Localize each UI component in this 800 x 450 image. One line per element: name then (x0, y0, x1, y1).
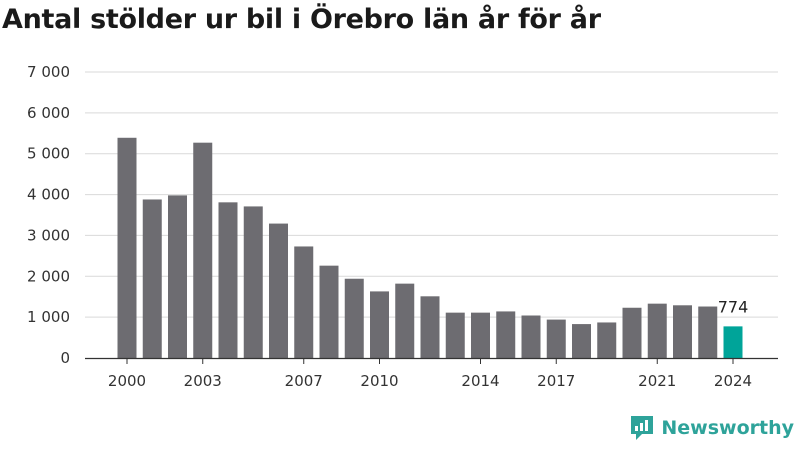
bar-2024 (723, 326, 743, 358)
bar-2014 (471, 312, 490, 358)
bar-2006 (269, 223, 288, 358)
x-tick-label: 2003 (184, 372, 222, 390)
bar-2002 (168, 195, 187, 358)
gridlines (85, 71, 778, 318)
bar-2012 (420, 296, 440, 358)
y-tick-label: 5 000 (27, 145, 70, 163)
newsworthy-logo-icon (631, 416, 654, 440)
bar-2013 (445, 312, 465, 358)
x-tick-label: 2000 (108, 372, 146, 390)
bar-2016 (521, 315, 541, 358)
x-tick-label: 2021 (638, 372, 676, 390)
x-tick-label: 2007 (285, 372, 323, 390)
bar-2015 (496, 311, 516, 358)
y-tick-label: 4 000 (27, 186, 70, 204)
bar-2010 (370, 291, 389, 358)
y-tick-label: 2 000 (27, 267, 70, 285)
bar-2001 (142, 199, 162, 358)
bar-2003 (193, 142, 213, 358)
bar-2005 (243, 206, 263, 358)
y-tick-label: 3 000 (27, 226, 70, 244)
brand-name: Newsworthy (661, 417, 794, 439)
bar-2000 (117, 137, 137, 358)
bar-2021 (647, 303, 667, 358)
bar-2022 (673, 305, 692, 358)
axes (85, 357, 778, 364)
tick-labels: 0 1 000 2 000 3 000 4 000 5 000 6 000 7 000 774 2… (27, 63, 752, 390)
bar-2019 (597, 322, 617, 358)
x-tick-label: 2024 (714, 372, 752, 390)
bar-2017 (546, 319, 566, 358)
bar-2023 (698, 306, 718, 358)
x-tick-label: 2010 (360, 372, 398, 390)
bar-2009 (344, 278, 364, 358)
bar-2011 (395, 283, 415, 358)
bar-2018 (572, 324, 591, 358)
bar-2004 (218, 202, 238, 358)
y-tick-label: 7 000 (27, 63, 70, 81)
y-tick-label: 6 000 (27, 104, 70, 122)
x-tick-label: 2017 (537, 372, 575, 390)
bars (117, 137, 743, 358)
chart-title: Antal stölder ur bil i Örebro län år för… (2, 4, 601, 35)
x-tick-label: 2014 (461, 372, 499, 390)
y-tick-label: 1 000 (27, 308, 70, 326)
bar-2007 (294, 246, 314, 358)
bar-2020 (622, 307, 642, 358)
bar-2008 (319, 265, 339, 358)
data-label: 774 (718, 297, 749, 316)
y-tick-label: 0 (60, 349, 70, 367)
newsworthy-brand: Newsworthy (629, 414, 794, 442)
